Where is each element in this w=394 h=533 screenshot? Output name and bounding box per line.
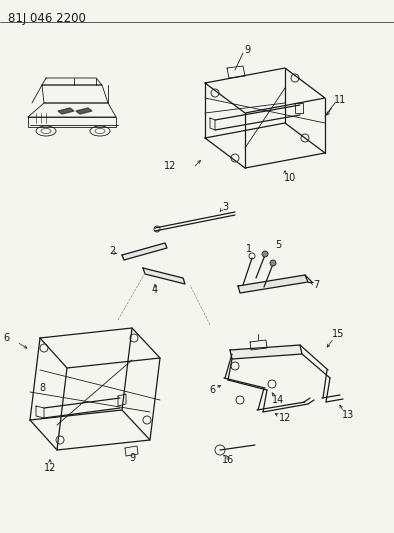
Text: 16: 16 [222, 455, 234, 465]
Text: 2: 2 [109, 246, 115, 256]
Polygon shape [238, 275, 308, 293]
Polygon shape [230, 345, 302, 359]
Text: 9: 9 [129, 453, 135, 463]
Text: 5: 5 [275, 240, 281, 250]
Text: 7: 7 [313, 280, 319, 290]
Text: 15: 15 [332, 329, 344, 339]
Text: 8: 8 [39, 383, 45, 393]
Text: 12: 12 [279, 413, 291, 423]
Polygon shape [250, 340, 267, 350]
Circle shape [262, 251, 268, 257]
Text: 6: 6 [209, 385, 215, 395]
Text: 4: 4 [152, 285, 158, 295]
Text: 12: 12 [164, 161, 176, 171]
Text: 3: 3 [222, 202, 228, 212]
Polygon shape [125, 446, 138, 456]
Text: 6: 6 [3, 333, 9, 343]
Text: 12: 12 [44, 463, 56, 473]
Circle shape [270, 260, 276, 266]
Polygon shape [227, 66, 245, 78]
Text: 9: 9 [244, 45, 250, 55]
Text: 81J 046 2200: 81J 046 2200 [8, 12, 86, 25]
Polygon shape [122, 243, 167, 260]
Text: 11: 11 [334, 95, 346, 105]
Text: 1: 1 [246, 244, 252, 254]
Text: 13: 13 [342, 410, 354, 420]
Polygon shape [58, 108, 74, 114]
Text: 14: 14 [272, 395, 284, 405]
Polygon shape [76, 108, 92, 114]
Text: 10: 10 [284, 173, 296, 183]
Polygon shape [143, 268, 185, 284]
